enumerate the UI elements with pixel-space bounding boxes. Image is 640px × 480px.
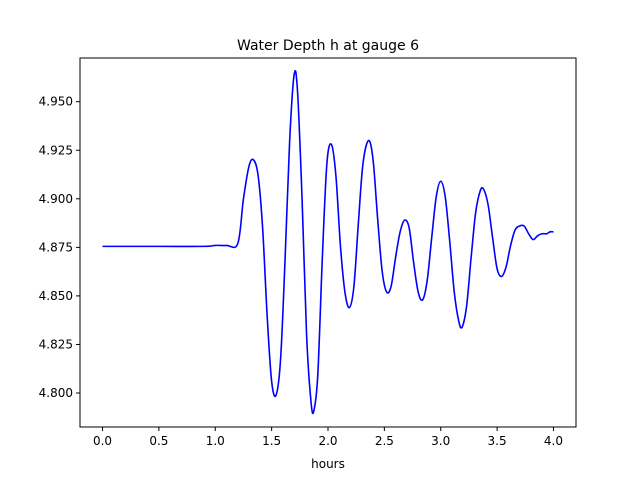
- x-axis-label: hours: [311, 457, 345, 471]
- y-tick-label: 4.825: [39, 337, 73, 351]
- x-tick-label: 2.5: [375, 434, 394, 448]
- x-tick-label: 1.5: [262, 434, 281, 448]
- series-layer: [102, 70, 554, 415]
- y-tick-label: 4.875: [39, 240, 73, 254]
- y-tick-label: 4.925: [39, 143, 73, 157]
- x-tick-label: 0.0: [93, 434, 112, 448]
- plot-frame: [79, 57, 577, 428]
- x-tick-label: 0.5: [149, 434, 168, 448]
- y-tick-label: 4.850: [39, 289, 73, 303]
- y-tick-label: 4.800: [39, 386, 73, 400]
- chart-title: Water Depth h at gauge 6: [237, 38, 419, 54]
- x-axis: 0.0 0.5 1.0 1.5 2.0 2.5 3.0 3.5 4.0: [93, 427, 563, 448]
- series-line: [102, 70, 554, 415]
- y-tick-label: 4.950: [39, 95, 73, 109]
- x-tick-label: 4.0: [544, 434, 563, 448]
- x-tick-label: 2.0: [318, 434, 337, 448]
- x-tick-label: 3.0: [431, 434, 450, 448]
- y-axis: 4.800 4.825 4.850 4.875 4.900 4.925 4.950: [39, 95, 80, 400]
- x-tick-label: 1.0: [206, 434, 225, 448]
- x-tick-label: 3.5: [488, 434, 507, 448]
- y-tick-label: 4.900: [39, 192, 73, 206]
